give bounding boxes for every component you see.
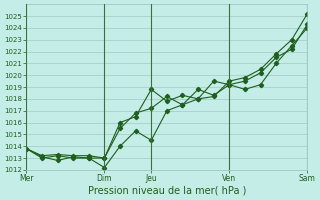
X-axis label: Pression niveau de la mer( hPa ): Pression niveau de la mer( hPa ) xyxy=(88,186,246,196)
